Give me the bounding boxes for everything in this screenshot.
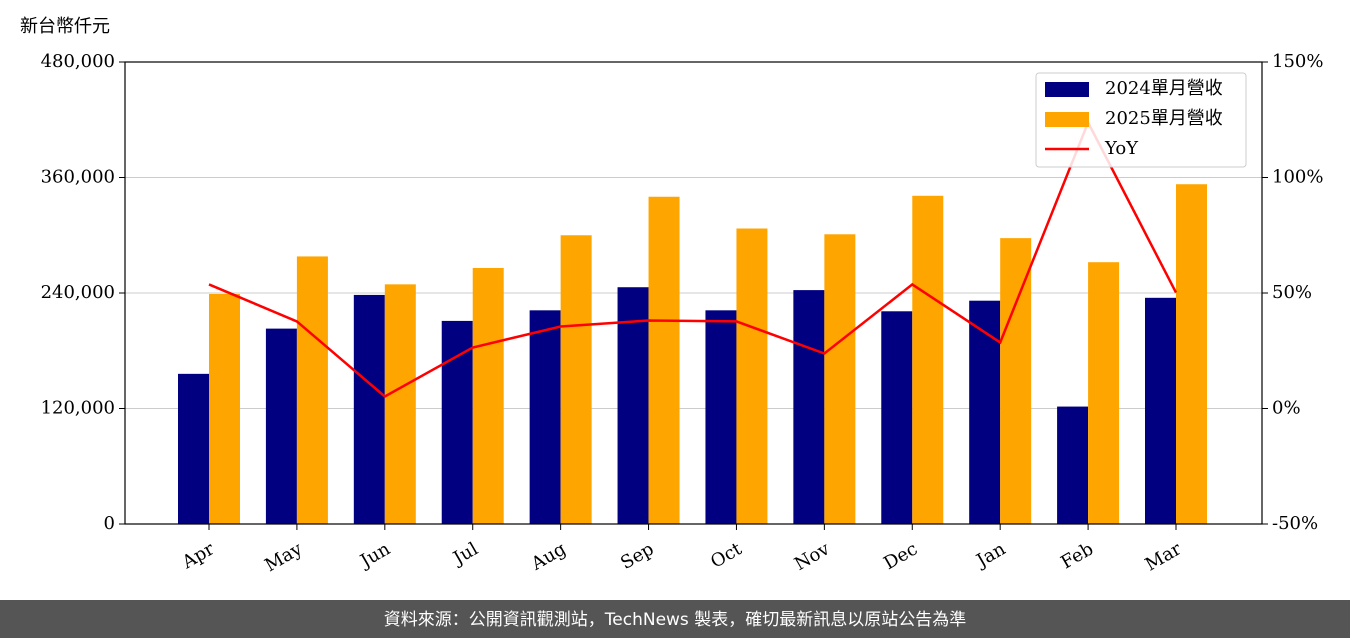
x-tick-label: Jan xyxy=(971,538,1009,572)
bar xyxy=(209,293,240,524)
line xyxy=(208,119,1178,399)
x-tick-label: Oct xyxy=(707,538,746,573)
bar xyxy=(617,287,649,524)
legend-swatch xyxy=(1045,112,1089,127)
y2-tick-label: -50% xyxy=(1272,513,1318,534)
x-tick-label: Feb xyxy=(1057,538,1097,573)
y-axis-label: 新台幣仟元 xyxy=(20,16,110,37)
bar xyxy=(178,373,209,524)
bar xyxy=(1000,238,1032,524)
y2-tick-label: 50% xyxy=(1272,282,1312,303)
x-tick-label: Sep xyxy=(617,538,657,573)
bar xyxy=(1145,297,1176,524)
bar xyxy=(824,234,856,524)
legend-swatch xyxy=(1045,82,1089,97)
y2-tick-label: 100% xyxy=(1272,167,1323,188)
legend: 2024單月營收 2025單月營收 YoY xyxy=(1035,72,1247,168)
x-tick-label: May xyxy=(261,538,306,576)
y-tick-label: 240,000 xyxy=(41,282,115,303)
bar xyxy=(560,235,592,524)
bar xyxy=(912,195,944,524)
bar xyxy=(705,310,737,524)
bar xyxy=(296,256,328,524)
footer-bar xyxy=(0,600,1350,638)
x-tick-label: Jun xyxy=(355,538,394,573)
y-tick-label: 360,000 xyxy=(41,167,115,188)
bar xyxy=(1057,406,1089,524)
bar xyxy=(1176,184,1207,525)
x-tick-label: Aug xyxy=(527,538,570,575)
footer-text: 資料來源：公開資訊觀測站，TechNews 製表，確切最新訊息以原站公告為準 xyxy=(384,610,966,630)
x-tick-label: Apr xyxy=(178,538,218,573)
x-tick-label: Dec xyxy=(880,538,921,574)
x-tick-label: Nov xyxy=(791,538,834,575)
bar xyxy=(881,311,913,524)
plot-frame xyxy=(124,61,1263,525)
bar xyxy=(1088,262,1120,524)
x-tick-label: Mar xyxy=(1142,538,1186,575)
bar xyxy=(384,284,416,524)
y-tick-label: 120,000 xyxy=(41,398,115,419)
bar xyxy=(969,300,1001,524)
x-tick-label: Jul xyxy=(448,538,482,570)
bar xyxy=(353,294,385,524)
y2-tick-label: 0% xyxy=(1272,398,1301,419)
bar xyxy=(472,267,504,524)
y-tick-label: 0 xyxy=(104,513,115,534)
bar xyxy=(648,196,680,524)
legend-label: 2025單月營收 xyxy=(1105,108,1223,129)
bar xyxy=(793,290,825,524)
y-tick-label: 480,000 xyxy=(41,51,115,72)
legend-label: 2024單月營收 xyxy=(1105,78,1223,99)
bar xyxy=(736,228,768,524)
y2-tick-label: 150% xyxy=(1272,51,1323,72)
legend-label: YoY xyxy=(1104,138,1139,159)
bar xyxy=(529,310,561,524)
bar xyxy=(265,328,297,524)
